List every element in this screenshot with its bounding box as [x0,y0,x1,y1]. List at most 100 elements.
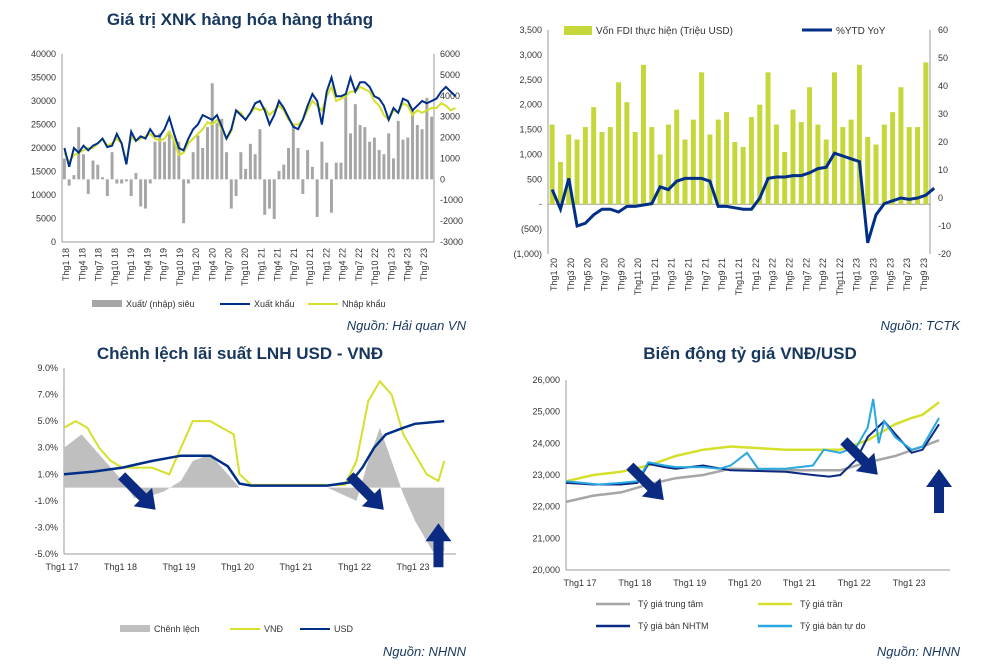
fdi-bar [757,104,763,205]
balance-bar [306,150,310,180]
fdi-bar [616,82,622,205]
x-tick-label: Thg7 20 [224,248,234,281]
y2-tick-label: 1000 [440,153,460,163]
balance-bar [315,179,319,217]
x-tick-label: Thg7 19 [159,248,169,281]
fdi-bar [773,124,779,205]
x-tick-label: Thg7 21 [700,258,710,291]
x-tick-label: Thg1 18 [618,578,651,588]
x-tick-label: Thg1 17 [45,562,78,572]
fdi-bar [690,119,696,205]
balance-bar [105,179,109,197]
fdi-bar [873,144,879,205]
balance-bar [263,179,267,215]
fx-chart-svg: 20,000 21,000 22,000 23,000 24,000 25,000 26,0… [532,375,953,631]
x-tick-label: Thg1 23 [852,258,862,291]
y2-tick-label: 4000 [440,91,460,101]
fdi-bar [715,119,721,205]
arrow-up-icon [425,523,452,568]
balance-bar [425,97,429,180]
fdi-bar [865,137,871,205]
y2-tick-label: 40 [938,81,948,91]
fdi-bar [915,127,921,205]
balance-bar [239,152,243,180]
y2-tick-label: 10 [938,165,948,175]
x-tick-label: Thg7 22 [354,248,364,281]
y-tick-label: (500) [521,224,542,234]
balance-bar [420,129,424,180]
x-tick-label: Thg1 21 [783,578,816,588]
fdi-bar [699,72,705,205]
x-tick-label: Thg1 21 [280,562,313,572]
balance-bar [153,141,157,180]
y-tick-label: 30000 [31,96,56,106]
fdi-bar [807,87,813,205]
x-tick-label: Thg4 18 [77,248,87,281]
chart-source: Nguồn: TCTK [880,318,960,333]
y-tick-label: -5.0% [34,549,58,559]
y2-tick-label: -1000 [440,195,463,205]
x-tick-label: Thg1 20 [549,258,559,291]
balance-bar [415,125,419,180]
balance-bar [277,170,281,180]
y2-tick-label: 20 [938,137,948,147]
balance-bar [382,154,386,180]
y-tick-label: (1,000) [513,249,542,259]
x-tick-label: Thg7 20 [599,258,609,291]
balance-bar [134,173,138,180]
balance-bar [86,179,90,194]
balance-bar [401,139,405,180]
fdi-bar [732,142,738,205]
arrow-down-right-icon [626,462,664,501]
balance-bar [296,148,300,180]
chart-title: Giá trị XNK hàng hóa hàng tháng [106,10,374,29]
balance-bar [272,179,276,220]
balance-bar [339,162,343,180]
fdi-bar [790,109,796,205]
x-tick-label: Thg7 21 [289,248,299,281]
balance-bar [253,154,257,180]
balance-bar [225,152,229,180]
fdi-bar [840,127,846,205]
x-tick-label: Thg10 20 [240,248,250,286]
legend-label: Xuất khẩu [254,299,295,309]
x-tick-label: Thg5 23 [885,258,895,291]
y-tick-label: 3,000 [519,50,542,60]
legend-label: Vốn FDI thực hiện (Triệu USD) [596,25,733,37]
y-tick-label: 0 [51,237,56,247]
x-tick-label: Thg1 23 [386,248,396,281]
x-tick-label: Thg4 22 [338,248,348,281]
y-tick-label: 20,000 [532,565,560,575]
y-tick-label: 21,000 [532,533,560,543]
y2-tick-label: 3000 [440,112,460,122]
y2-tick-label: -10 [938,221,951,231]
balance-bar [163,141,167,180]
fdi-bar [923,62,929,205]
x-tick-label: Thg1 22 [338,562,371,572]
y-tick-label: 1,500 [519,125,542,135]
balance-bar [139,179,143,207]
balance-bar [124,179,128,182]
x-tick-label: Thg1 20 [191,248,201,281]
balance-bar [291,125,295,180]
x-tick-label: Thg7 23 [902,258,912,291]
y-tick-label: 25,000 [532,407,560,417]
fdi-bar [574,139,580,205]
balance-bar [358,125,362,180]
fdi-bar [724,112,730,205]
legend-swatch [120,625,150,632]
x-tick-label: Thg7 18 [94,248,104,281]
y-tick-label: 23,000 [532,470,560,480]
y-tick-label: 24,000 [532,438,560,448]
x-tick-label: Thg9 22 [818,258,828,291]
y-tick-label: 2,500 [519,75,542,85]
chart-title: Chênh lệch lãi suất LNH USD - VNĐ [96,344,384,363]
y-tick-label: 1.0% [37,469,58,479]
x-tick-label: Thg11 20 [633,258,643,295]
y-tick-label: 3,500 [519,25,542,35]
balance-bar [182,179,186,224]
y-tick-label: 10000 [31,190,56,200]
balance-bar [115,179,119,184]
balance-bar [129,179,133,197]
y-tick-label: 40000 [31,49,56,59]
